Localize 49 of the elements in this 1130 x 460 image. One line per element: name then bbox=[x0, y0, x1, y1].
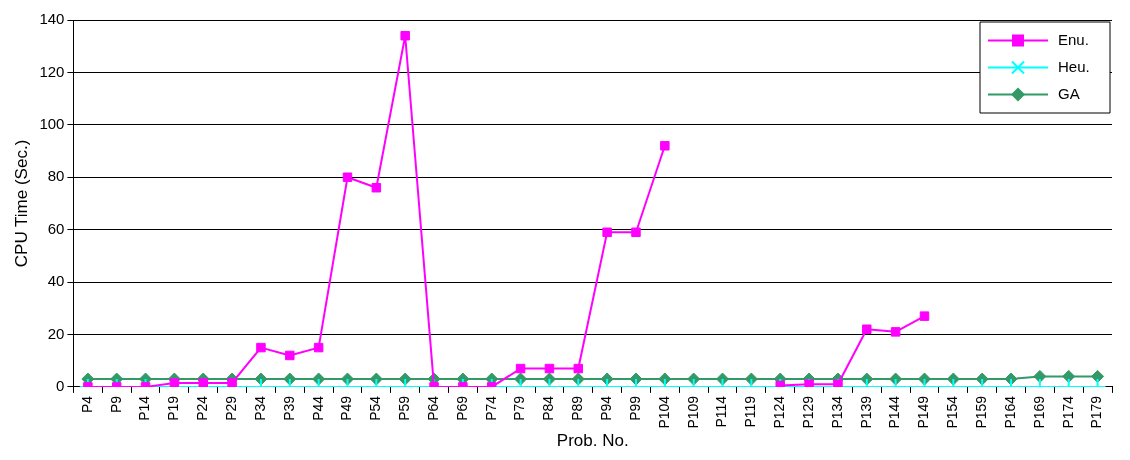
y-tick-label: 80 bbox=[47, 167, 65, 185]
x-tick-label: P129 bbox=[799, 395, 816, 429]
x-tick-label: P9 bbox=[107, 395, 124, 414]
x-tick-label: P44 bbox=[309, 395, 326, 421]
legend-label: Enu. bbox=[1058, 30, 1089, 48]
x-tick-label: P19 bbox=[165, 395, 182, 421]
x-tick-label: P59 bbox=[396, 395, 413, 421]
legend-label: Heu. bbox=[1058, 57, 1090, 75]
y-tick-label: 20 bbox=[47, 324, 65, 342]
x-tick-label: P164 bbox=[1001, 395, 1018, 429]
x-tick-label: P174 bbox=[1059, 395, 1076, 429]
x-tick-label: P139 bbox=[857, 395, 874, 429]
x-tick-label: P119 bbox=[742, 395, 759, 428]
x-tick-label: P64 bbox=[424, 395, 441, 421]
x-tick-label: P169 bbox=[1030, 395, 1047, 429]
x-tick-label: P144 bbox=[886, 395, 903, 429]
y-tick-label: 120 bbox=[39, 62, 65, 80]
x-tick-label: P154 bbox=[944, 395, 961, 429]
x-tick-label: P34 bbox=[251, 395, 268, 421]
x-tick-label: P179 bbox=[1088, 395, 1105, 429]
x-tick-label: P89 bbox=[569, 395, 586, 421]
x-tick-label: P134 bbox=[828, 395, 845, 429]
x-tick-label: P39 bbox=[280, 395, 297, 421]
x-tick-label: P24 bbox=[194, 395, 211, 421]
y-tick-label: 100 bbox=[39, 114, 65, 132]
x-tick-label: P74 bbox=[482, 395, 499, 421]
x-tick-label: P49 bbox=[338, 395, 355, 421]
x-tick-label: P54 bbox=[367, 395, 384, 421]
x-tick-label: P14 bbox=[136, 395, 153, 421]
x-tick-label: P69 bbox=[453, 395, 470, 421]
x-tick-label: P159 bbox=[973, 395, 990, 429]
x-tick-label: P149 bbox=[915, 395, 932, 429]
y-axis-title: CPU Time (Sec.) bbox=[11, 139, 31, 268]
y-tick-label: 40 bbox=[47, 272, 65, 290]
x-tick-label: P79 bbox=[511, 395, 528, 421]
x-tick-label: P4 bbox=[78, 395, 95, 414]
x-tick-label: P114 bbox=[713, 395, 730, 428]
x-tick-label: P124 bbox=[771, 395, 788, 429]
x-axis-title: Prob. No. bbox=[556, 431, 629, 451]
legend-label: GA bbox=[1058, 84, 1080, 102]
x-tick-label: P84 bbox=[540, 395, 557, 421]
x-tick-label: P99 bbox=[626, 395, 643, 421]
x-tick-label: P104 bbox=[655, 395, 672, 429]
y-tick-label: 0 bbox=[56, 377, 65, 395]
x-tick-label: P109 bbox=[684, 395, 701, 429]
x-tick-label: P29 bbox=[222, 395, 239, 421]
y-tick-label: 140 bbox=[39, 10, 65, 28]
y-tick-label: 60 bbox=[47, 219, 65, 237]
x-tick-label: P94 bbox=[598, 395, 614, 421]
